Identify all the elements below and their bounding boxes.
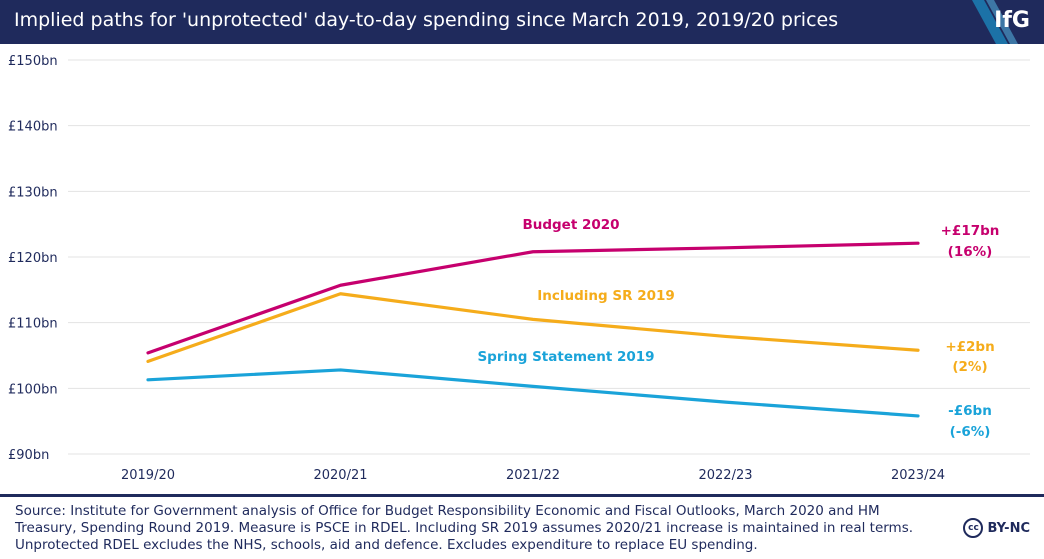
logo-text: IfG	[994, 8, 1030, 33]
x-tick-label: 2019/20	[121, 468, 175, 483]
y-tick-label: £140bn	[8, 120, 58, 135]
x-tick-label: 2020/21	[313, 468, 367, 483]
x-tick-label: 2021/22	[506, 468, 560, 483]
y-tick-label: £90bn	[8, 448, 49, 463]
series-labels: Budget 2020 +£17bn (16%) Including SR 2019 +…	[477, 217, 999, 440]
source-note: Source: Institute for Government analysi…	[15, 503, 914, 553]
footer-divider	[0, 494, 1044, 497]
ifg-logo: IfG	[964, 0, 1044, 44]
chart-title: Implied paths for 'unprotected' day-to-d…	[14, 9, 839, 31]
y-tick-label: £120bn	[8, 251, 58, 266]
chart-footer: Source: Institute for Government analysi…	[0, 494, 1044, 559]
y-tick-label: £110bn	[8, 317, 58, 332]
license-text: BY-NC	[987, 520, 1030, 536]
series-end-sublabel: (-6%)	[950, 424, 991, 440]
series-line-2	[146, 368, 920, 418]
y-tick-label: £130bn	[8, 185, 58, 200]
y-axis-ticks: £90bn £100bn £110bn £120bn £130bn £140bn £150b…	[8, 54, 58, 463]
y-tick-label: £150bn	[8, 54, 58, 69]
line-chart: £90bn £100bn £110bn £120bn £130bn £140bn £150b…	[8, 54, 1030, 483]
series-end-sublabel: (16%)	[948, 244, 993, 260]
creative-commons-icon: cc	[963, 518, 984, 538]
series-line-0	[146, 241, 920, 355]
series-name-label: Spring Statement 2019	[477, 349, 654, 365]
series-name-label: Including SR 2019	[537, 288, 675, 304]
grid-lines	[68, 59, 1030, 455]
series-end-label: +£17bn	[941, 223, 1000, 239]
x-tick-label: 2023/24	[891, 468, 945, 483]
series-end-label: -£6bn	[948, 403, 992, 419]
x-axis-ticks: 2019/20 2020/21 2021/22 2022/23 2023/24	[121, 468, 945, 483]
series-name-label: Budget 2020	[522, 217, 619, 233]
series-end-label: +£2bn	[945, 339, 994, 355]
series-end-sublabel: (2%)	[952, 359, 987, 375]
series-lines	[146, 241, 920, 418]
logo-stripes-icon	[972, 0, 1018, 44]
chart-header: Implied paths for 'unprotected' day-to-d…	[0, 0, 1044, 44]
x-tick-label: 2022/23	[698, 468, 752, 483]
y-tick-label: £100bn	[8, 382, 58, 397]
license-badge: cc BY-NC	[963, 518, 1030, 538]
